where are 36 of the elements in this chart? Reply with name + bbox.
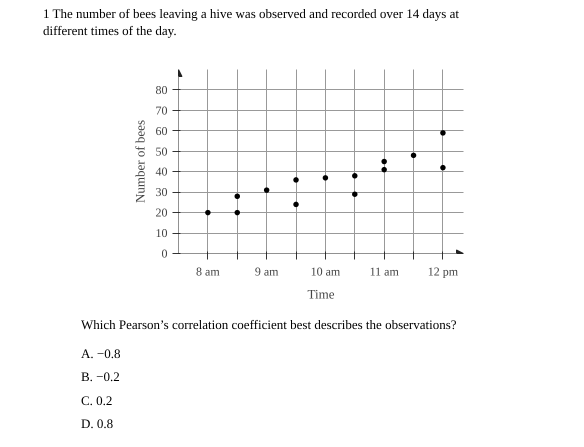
text: B. −0.2 — [81, 368, 121, 386]
point — [205, 210, 211, 216]
point — [234, 194, 240, 199]
point — [410, 152, 416, 158]
y-tick-label: 60 — [156, 124, 168, 138]
y-tick-label: 80 — [156, 82, 168, 97]
point — [352, 173, 358, 179]
point — [440, 130, 446, 136]
point — [381, 158, 387, 164]
y-tick-label: 20 — [156, 206, 168, 220]
point — [352, 191, 358, 197]
point — [440, 164, 446, 170]
x-tick-label: 9 am — [254, 264, 280, 278]
y-tick-label: 70 — [156, 103, 168, 118]
point — [293, 202, 299, 208]
y-axis-title: Number of bees — [132, 120, 148, 204]
point — [322, 175, 328, 181]
point — [264, 187, 270, 193]
text: C. 0.2 — [81, 392, 114, 410]
y-tick-label: 0 — [162, 246, 168, 260]
chart-title: 1 The number of bees leaving a hive was observed and recorded over 14 days at different times of the day. — [42, 5, 460, 39]
x-axis-title: Time — [308, 286, 335, 302]
x-tick-label: 12 pm — [428, 264, 459, 278]
point — [293, 177, 299, 183]
y-tick-label: 50 — [156, 144, 168, 158]
x-tick-label: 8 am — [196, 264, 220, 278]
point — [234, 210, 240, 216]
point — [381, 166, 387, 172]
y-tick-label: 10 — [156, 226, 168, 240]
x-tick-label: 11 am — [370, 264, 400, 278]
text: Which Pearson’s correlation coefficient best describes the observations? — [81, 316, 457, 334]
y-tick-label: 30 — [156, 185, 168, 200]
x-tick-label: 10 am — [310, 264, 341, 278]
text: A. −0.8 — [81, 344, 122, 363]
text: D. 0.8 — [81, 415, 114, 434]
y-tick-label: 40 — [156, 164, 168, 179]
